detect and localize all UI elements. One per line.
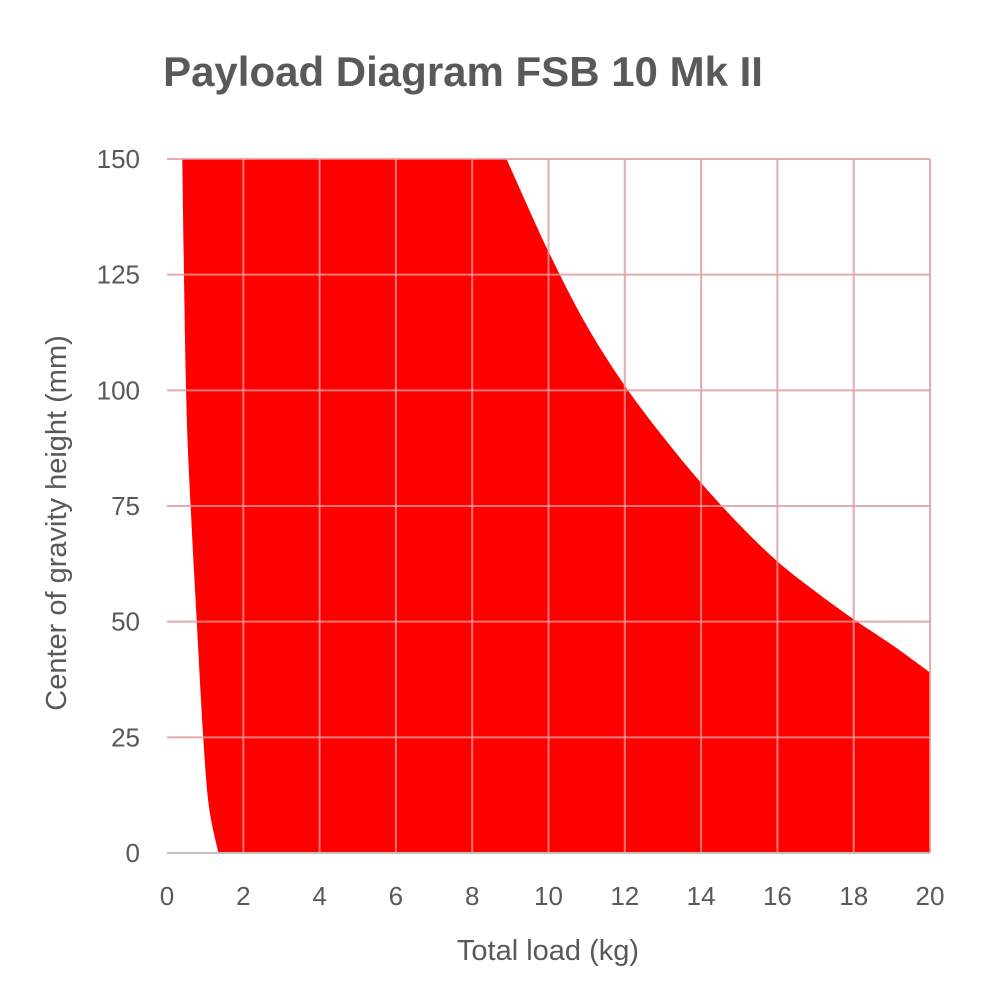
x-tick-label: 8 [465,881,479,911]
y-tick-label: 125 [97,260,140,290]
y-axis-ticks: 0 25 50 75 100 125 150 [97,144,140,868]
x-tick-label: 20 [916,881,945,911]
y-tick-label: 0 [126,838,140,868]
x-tick-label: 18 [839,881,868,911]
x-tick-label: 10 [534,881,563,911]
y-axis-label: Center of gravity height (mm) [41,335,73,711]
y-tick-label: 150 [97,144,140,174]
chart-title: Payload Diagram FSB 10 Mk II [163,48,763,95]
x-axis-ticks: 0 2 4 6 8 10 12 14 16 18 20 [160,881,945,911]
x-tick-label: 12 [610,881,639,911]
y-tick-label: 50 [111,607,140,637]
y-tick-label: 75 [111,491,140,521]
x-axis-label: Total load (kg) [457,935,639,967]
x-tick-label: 2 [236,881,250,911]
x-tick-label: 14 [687,881,716,911]
x-tick-label: 0 [160,881,174,911]
y-tick-label: 100 [97,375,140,405]
x-tick-label: 16 [763,881,792,911]
grid-lines-over-area [167,158,931,853]
y-tick-label: 25 [111,722,140,752]
x-tick-label: 6 [389,881,403,911]
x-tick-label: 4 [312,881,326,911]
